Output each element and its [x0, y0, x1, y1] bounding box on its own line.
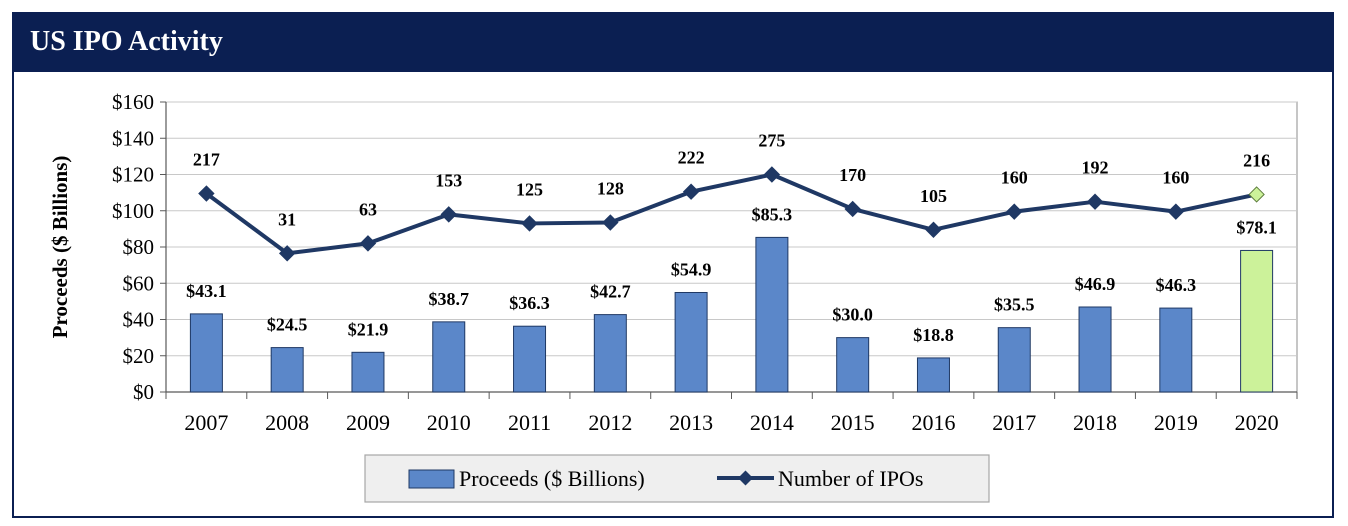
bar-2008	[270, 347, 304, 393]
ipo-label-2018: 192	[1082, 158, 1109, 178]
bar-2018	[1078, 306, 1112, 393]
bar-2016	[916, 357, 950, 393]
legend	[364, 454, 990, 503]
ipo-marker-2012	[602, 214, 619, 231]
y-tick-label: $80	[123, 235, 155, 259]
ipo-marker-2013	[682, 183, 700, 200]
ipo-label-2010: 153	[435, 170, 462, 190]
y-tick-label: $140	[112, 126, 154, 150]
bar-2015	[836, 337, 870, 393]
bar-2012	[593, 314, 627, 393]
y-tick-label: $60	[123, 271, 155, 295]
ipo-label-2012: 128	[597, 179, 624, 199]
x-tick-label-2010: 2010	[427, 410, 471, 435]
y-tick-label: $100	[112, 199, 154, 223]
bar-label-2019: $46.3	[1156, 275, 1197, 295]
x-tick-label-2007: 2007	[184, 410, 228, 435]
bar-label-2017: $35.5	[994, 295, 1035, 315]
legend-label-ipos: Number of IPOs	[778, 466, 923, 491]
y-tick-label: $40	[123, 308, 155, 332]
y-tick-label: $20	[123, 344, 155, 368]
x-tick-label-2020: 2020	[1235, 410, 1279, 435]
x-tick-label-2017: 2017	[992, 410, 1036, 435]
bar-label-2008: $24.5	[267, 315, 308, 335]
ipo-label-2016: 105	[920, 186, 947, 206]
ipo-marker-2017	[1006, 203, 1023, 220]
ipo-marker-2011	[521, 215, 538, 232]
ipo-label-2008: 31	[278, 209, 296, 229]
ipo-count-line	[205, 172, 1258, 256]
chart-title: US IPO Activity	[30, 26, 223, 57]
x-tick-label-2008: 2008	[265, 410, 309, 435]
bar-2019	[1159, 307, 1193, 393]
x-tick-label-2009: 2009	[346, 410, 390, 435]
bar-2013	[674, 291, 708, 393]
ipo-label-2015: 170	[839, 165, 866, 185]
bar-label-2011: $36.3	[509, 293, 550, 313]
ipo-marker-2010	[440, 206, 457, 223]
y-axis-title: Proceeds ($ Billions)	[48, 156, 72, 339]
title-bar: US IPO Activity	[14, 14, 1332, 72]
legend-label-proceeds: Proceeds ($ Billions)	[459, 466, 645, 491]
bar-label-2012: $42.7	[590, 282, 631, 302]
legend-marker-ipos	[738, 470, 753, 486]
bar-label-2014: $85.3	[752, 204, 793, 224]
bar-label-2015: $30.0	[832, 305, 873, 325]
ipo-label-2017: 160	[1001, 168, 1028, 188]
y-tick-label: $0	[133, 380, 154, 404]
bar-label-2013: $54.9	[671, 259, 712, 279]
ipo-marker-2015	[844, 200, 861, 218]
bar-2007	[189, 313, 223, 393]
x-tick-label-2011: 2011	[508, 410, 551, 435]
ipo-label-2014: 275	[758, 131, 785, 151]
bar-2009	[351, 351, 385, 393]
ipo-marker-2014	[763, 166, 781, 183]
x-tick-label-2015: 2015	[831, 410, 875, 435]
ipo-marker-2018	[1086, 193, 1104, 210]
x-tick-label-2013: 2013	[669, 410, 713, 435]
x-tick-label-2018: 2018	[1073, 410, 1117, 435]
bar-label-2010: $38.7	[429, 289, 470, 309]
bar-label-2020: $78.1	[1236, 217, 1277, 237]
x-tick-label-2014: 2014	[750, 410, 794, 435]
ipo-label-2013: 222	[678, 148, 705, 168]
bar-2014	[755, 236, 789, 393]
ipo-label-2007: 217	[193, 150, 220, 170]
bar-label-2009: $21.9	[348, 319, 389, 339]
bar-label-2018: $46.9	[1075, 274, 1116, 294]
bar-2017	[997, 327, 1031, 393]
y-tick-label: $160	[112, 90, 154, 114]
ipo-marker-2009	[359, 235, 377, 252]
bar-label-2016: $18.8	[913, 325, 954, 345]
ipo-marker-2020	[1248, 186, 1265, 203]
bar-label-2007: $43.1	[186, 281, 227, 301]
ipo-marker-2007	[198, 185, 215, 202]
ipo-label-2009: 63	[359, 199, 377, 219]
x-tick-label-2016: 2016	[911, 410, 955, 435]
ipo-label-2019: 160	[1162, 168, 1189, 188]
x-tick-label-2019: 2019	[1154, 410, 1198, 435]
bar-2010	[432, 321, 466, 393]
bar-2020	[1240, 249, 1274, 393]
ipo-marker-2008	[278, 245, 296, 262]
y-tick-label: $120	[112, 163, 154, 187]
ipo-marker-2019	[1167, 203, 1185, 220]
legend-swatch-proceeds	[408, 469, 455, 489]
bar-2011	[513, 325, 547, 393]
ipo-label-2011: 125	[516, 179, 543, 199]
x-tick-label-2012: 2012	[588, 410, 632, 435]
ipo-label-2020: 216	[1243, 150, 1270, 170]
ipo-marker-2016	[925, 221, 942, 238]
